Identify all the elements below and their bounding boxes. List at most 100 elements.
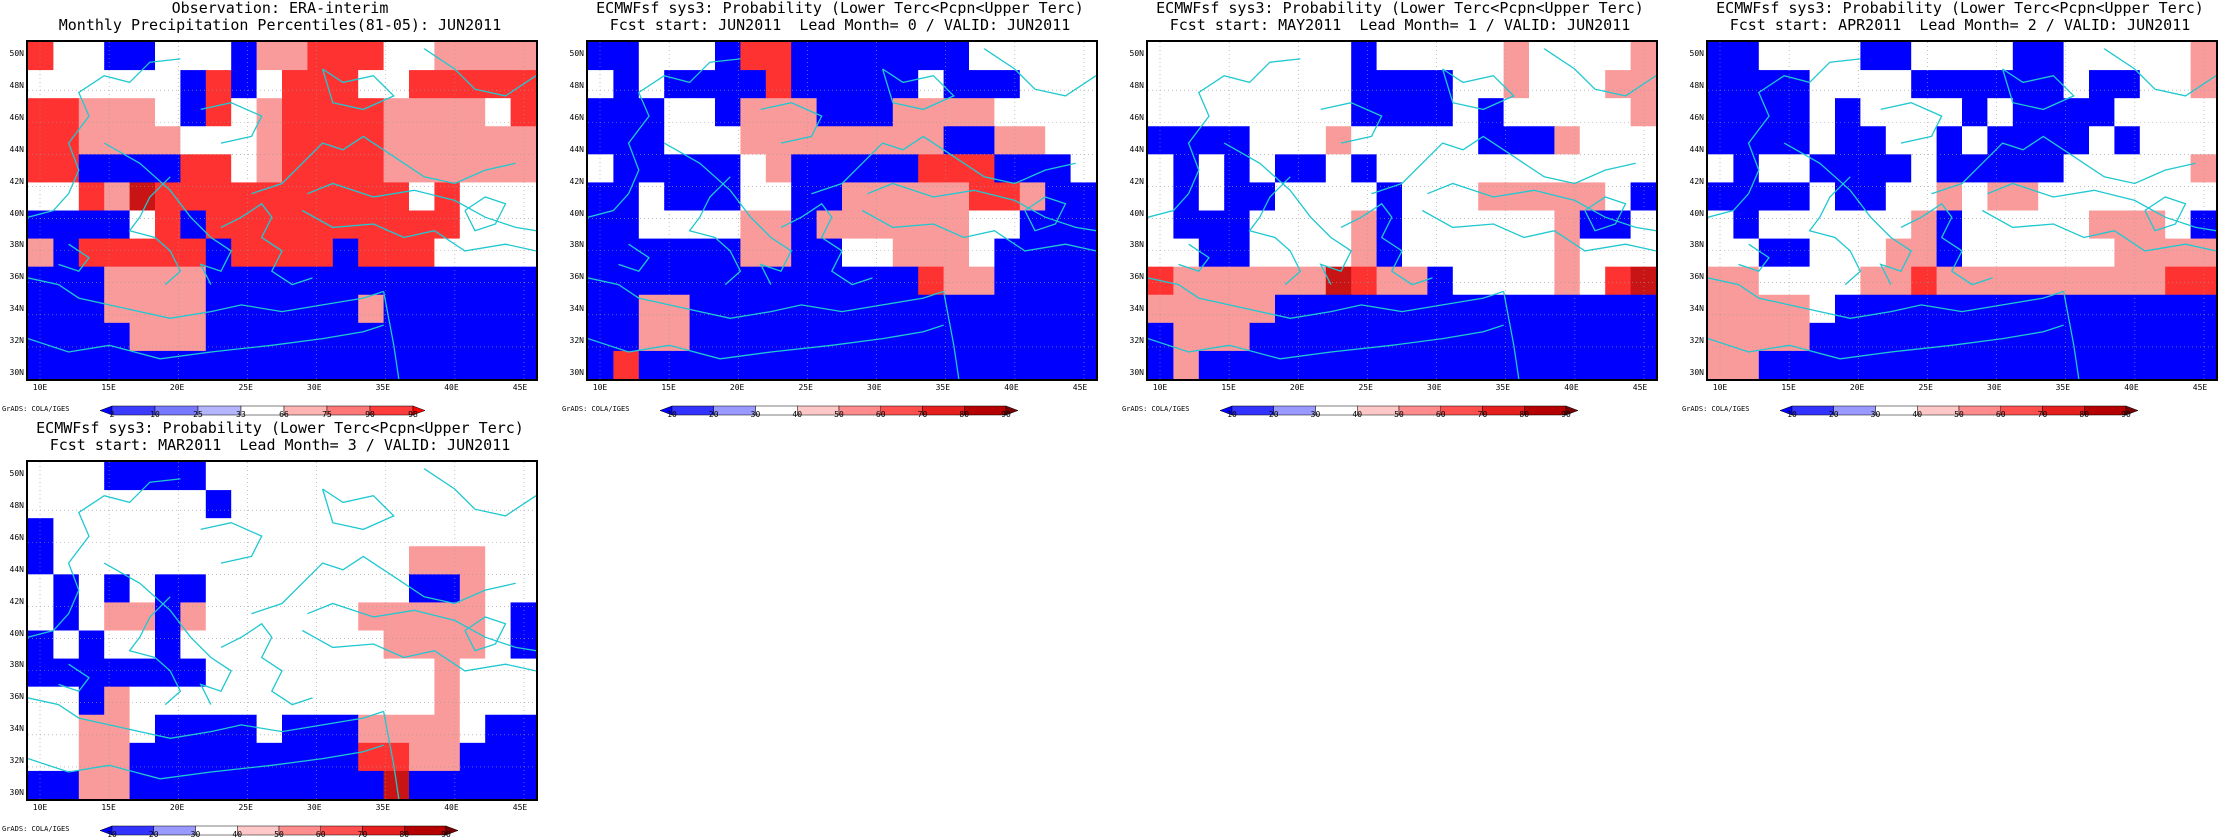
grid-cell [53,42,80,71]
map-canvas [588,42,1096,379]
colorbar-label: 70 [357,830,368,839]
grid-cell [1733,238,1760,268]
grid-cell [231,490,258,519]
colorbar-label: 25 [193,410,203,419]
grid-cell [2089,182,2115,211]
grid-cell [2063,266,2090,296]
grid-cell [1733,322,1760,352]
grid-cell [332,238,359,268]
grid-cell [664,238,691,268]
grid-cell [53,630,80,660]
grid-cell [1427,294,1454,324]
grid-cell [155,322,181,352]
colorbar-label: 80 [1519,410,1530,419]
grid-cell [282,238,308,268]
grid-cell [1962,98,1988,127]
colorbar-swatch [445,825,459,836]
grid-cell [2139,126,2166,155]
grid-cell [1019,42,1046,71]
grid-cell [2190,322,2216,352]
lat-tick-label: 50N [9,49,24,58]
grid-cell [104,630,131,660]
grid-cell [1427,350,1454,379]
grid-cell [459,350,486,379]
grid-cell [638,350,665,379]
grid-cell [588,182,614,211]
grid-cell [943,266,970,296]
grid-cell [1019,70,1046,99]
grid-cell [180,294,207,324]
grid-cell [129,98,156,127]
grid-cell [383,462,410,491]
panel-title-line1: ECMWFsf sys3: Probability (Lower Terc<Pc… [36,419,524,437]
coastline [1148,324,1504,360]
grid-cell [1478,294,1505,324]
grid-cell [1045,182,1072,211]
grid-cell [383,42,410,71]
coastline [301,209,536,252]
lon-tick-label: 40E [1004,383,1019,392]
grid-cell [53,98,80,127]
grid-cell [510,210,536,240]
grid-cell [155,238,181,268]
grid-cell [282,210,308,240]
grid-cell [715,238,741,268]
grid-cell [1224,154,1251,183]
grid-cell [1987,294,2014,324]
grid-cell [155,490,181,519]
colorbar-swatch [1524,405,1567,416]
panel-title-line1: ECMWFsf sys3: Probability (Lower Terc<Pc… [1716,0,2204,17]
grid-cell [434,770,461,799]
grid-cell [1630,98,1656,127]
grid-cell [1452,238,1479,268]
grid-cell [434,238,461,268]
grid-cell [1809,126,1836,155]
grid-cell [28,630,54,660]
grid-cell [155,770,181,799]
grid-cell [1529,126,1555,155]
grid-cell [409,210,435,240]
grid-cell [867,154,894,183]
grid-cell [307,714,334,744]
grads-credit: GrADS: COLA/IGES [2,405,70,413]
grid-cell [1605,294,1632,324]
grid-cell [1885,126,1912,155]
lon-tick-label: 20E [169,803,185,812]
grid-cell [1275,126,1301,155]
grid-cell [1275,238,1301,268]
grid-cell [231,182,258,211]
grid-cell [1249,182,1276,211]
grid-cell [613,350,640,379]
grid-cell [358,658,385,688]
grid-cell [53,742,80,772]
grid-cell [689,98,716,127]
colorbar-swatch [153,825,196,836]
colorbar-label: 70 [917,410,928,419]
grid-cell [994,42,1021,71]
grid-cell [104,658,131,688]
grid-cell [205,770,232,799]
grid-cell [78,350,105,379]
grid-cell [2063,126,2090,155]
grid-cell [2139,294,2166,324]
grid-cell [867,238,894,268]
grid-cell [1962,210,1988,240]
colorbar-label: 80 [2079,410,2090,419]
grid-cell [409,714,435,744]
grid-cell [1554,42,1581,71]
grid-cell [155,686,181,716]
grid-cell [689,182,716,211]
grid-cell [1885,98,1912,127]
colorbar [1219,400,1579,416]
grid-cell [409,686,435,716]
grid-cell [358,686,385,716]
grid-cell [510,154,536,183]
grid-cell [409,770,435,799]
grid-cell [485,42,512,71]
grid-cell [409,630,435,660]
grid-cell [383,602,410,631]
lon-tick-label: 30E [307,383,322,392]
grid-cell [994,322,1021,352]
grid-cell [155,98,181,127]
colorbar-swatch [2084,405,2127,416]
